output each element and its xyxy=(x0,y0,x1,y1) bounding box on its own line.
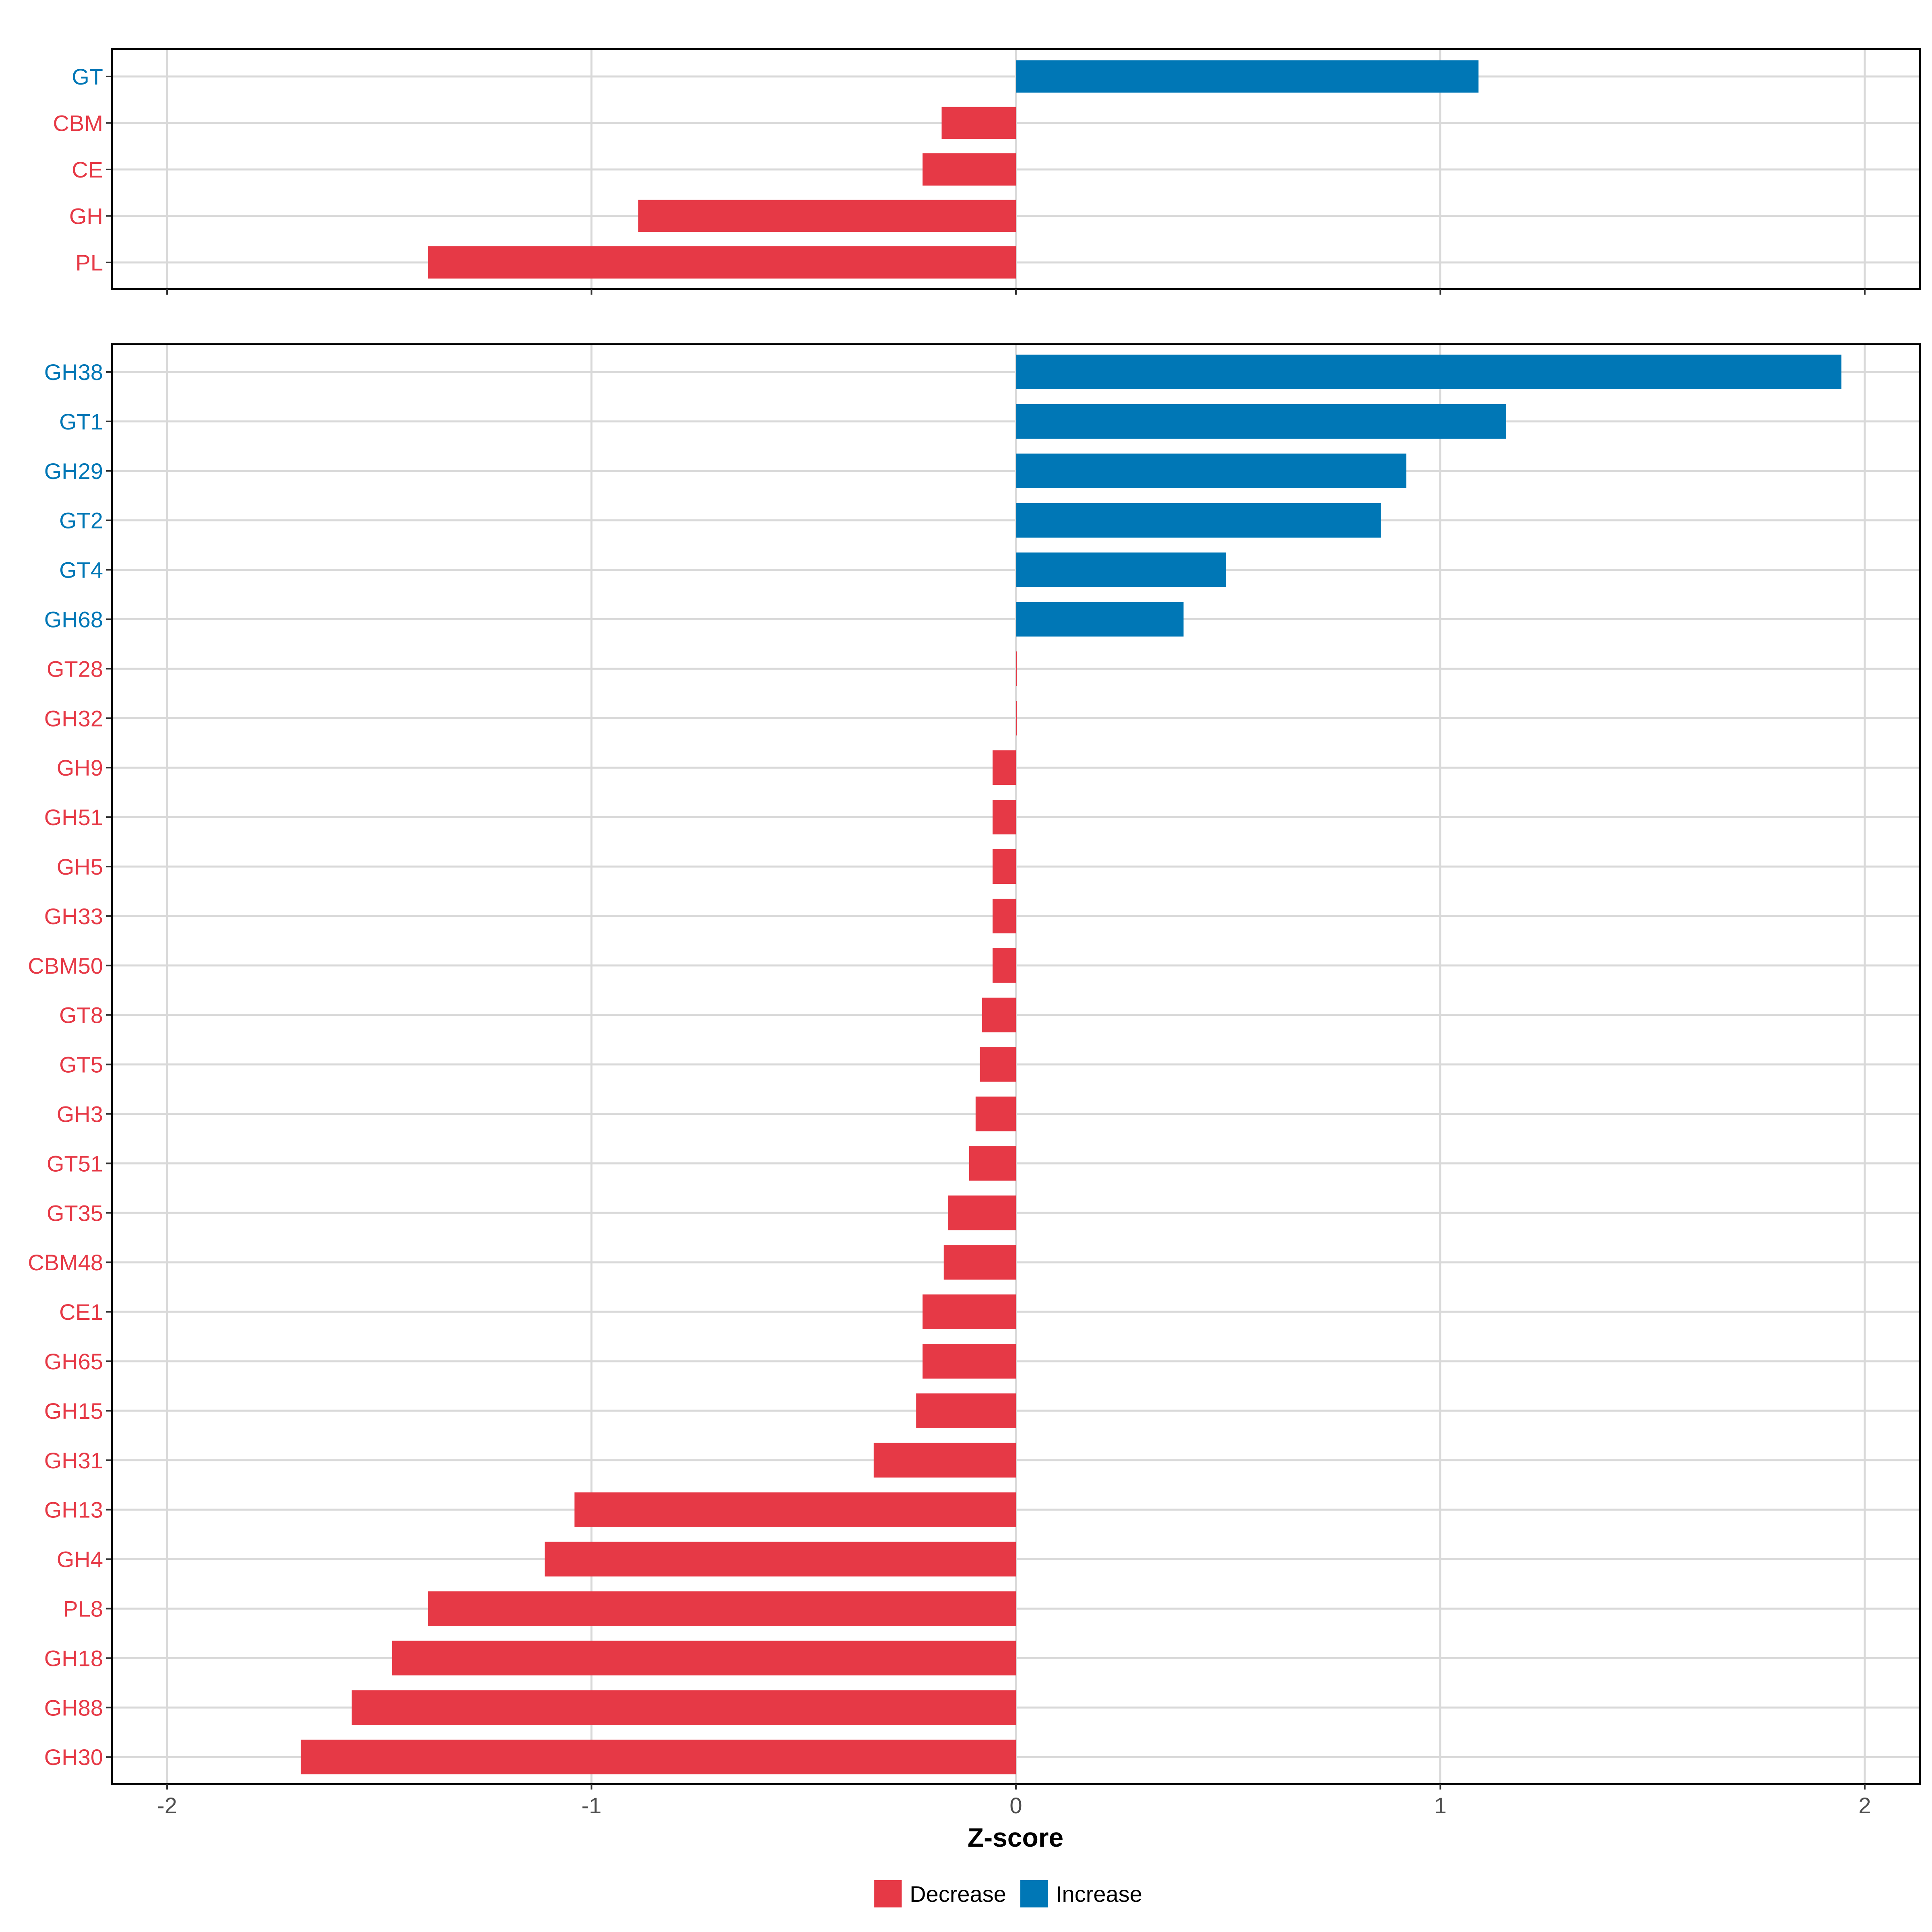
y-tick-label-gt8: GT8 xyxy=(59,1003,103,1028)
x-tick-label: 0 xyxy=(1009,1793,1022,1818)
y-tick-label-cbm50: CBM50 xyxy=(28,953,103,978)
y-tick-label-gt2: GT2 xyxy=(59,508,103,533)
bar-gh4 xyxy=(545,1542,1016,1577)
y-tick-label-gh88: GH88 xyxy=(44,1695,103,1720)
bar-gh32 xyxy=(1016,701,1017,736)
y-tick-label-pl8: PL8 xyxy=(63,1596,103,1622)
bar-cbm xyxy=(941,107,1016,139)
x-tick-label: -1 xyxy=(582,1793,602,1818)
bar-cbm50 xyxy=(993,948,1016,983)
bar-gh31 xyxy=(873,1443,1016,1478)
bar-gt xyxy=(1016,60,1479,93)
y-tick-label-gt1: GT1 xyxy=(59,409,103,434)
y-tick-label-gh: GH xyxy=(69,204,103,229)
y-tick-label-gh38: GH38 xyxy=(44,359,103,385)
y-tick-label-pl: PL xyxy=(76,250,103,275)
y-tick-label-gt4: GT4 xyxy=(59,557,103,583)
bar-gh15 xyxy=(916,1393,1016,1428)
bar-gt28 xyxy=(1016,651,1017,686)
bar-gh29 xyxy=(1016,453,1407,488)
y-tick-label-ce1: CE1 xyxy=(59,1299,103,1325)
bar-gt51 xyxy=(969,1146,1016,1181)
y-tick-label-ce: CE xyxy=(72,157,103,182)
y-tick-label-gh29: GH29 xyxy=(44,458,103,484)
x-tick-label: -2 xyxy=(157,1793,177,1818)
y-tick-label-cbm: CBM xyxy=(53,111,103,136)
y-tick-label-gh13: GH13 xyxy=(44,1497,103,1523)
bar-gt35 xyxy=(948,1195,1016,1230)
bar-ce1 xyxy=(923,1294,1016,1329)
y-tick-label-cbm48: CBM48 xyxy=(28,1250,103,1275)
x-axis-title: Z-score xyxy=(968,1823,1063,1852)
legend: Decrease Increase xyxy=(874,1880,1142,1907)
y-tick-label-gh18: GH18 xyxy=(44,1645,103,1671)
y-tick-label-gt5: GT5 xyxy=(59,1052,103,1077)
y-tick-label-gh4: GH4 xyxy=(57,1547,103,1572)
bar-gh9 xyxy=(993,750,1016,785)
top-panel: GT CBM CE GH PL xyxy=(53,48,1921,295)
y-tick-label-gh65: GH65 xyxy=(44,1349,103,1374)
bar-gh33 xyxy=(993,898,1016,933)
bar-gh3 xyxy=(975,1096,1016,1131)
bar-gh51 xyxy=(993,800,1016,835)
bar-gt5 xyxy=(980,1047,1016,1082)
y-tick-label-gh9: GH9 xyxy=(57,755,103,780)
y-tick-label-gh5: GH5 xyxy=(57,854,103,879)
y-tick-label-gt28: GT28 xyxy=(47,656,103,681)
bottom-panel: GH38 GT1 GH29 GT2 GT4 GH68 GT28 GH32 GH9 GH51 GH5 G… xyxy=(28,343,1921,1790)
bar-ce xyxy=(923,153,1016,186)
y-tick-label-gt: GT xyxy=(72,64,103,89)
x-tick-label: 2 xyxy=(1858,1793,1871,1818)
bar-gh13 xyxy=(574,1492,1016,1527)
legend-swatch-increase xyxy=(1020,1880,1048,1907)
legend-label-increase: Increase xyxy=(1056,1881,1142,1907)
y-tick-label-gh33: GH33 xyxy=(44,904,103,929)
y-tick-label-gh68: GH68 xyxy=(44,607,103,632)
legend-label-decrease: Decrease xyxy=(910,1881,1006,1907)
x-axis: -2 -1 0 1 2 xyxy=(157,1793,1871,1818)
y-tick-label-gh30: GH30 xyxy=(44,1744,103,1770)
bar-gh5 xyxy=(993,849,1016,884)
bar-gh38 xyxy=(1016,355,1841,389)
y-tick-label-gt51: GT51 xyxy=(47,1151,103,1176)
bar-gt1 xyxy=(1016,404,1506,439)
bar-pl8 xyxy=(428,1591,1016,1626)
bar-gt4 xyxy=(1016,552,1226,587)
y-tick-label-gh3: GH3 xyxy=(57,1102,103,1127)
bar-gt2 xyxy=(1016,503,1381,538)
bar-cbm48 xyxy=(943,1245,1016,1280)
bar-gh88 xyxy=(351,1690,1016,1725)
y-tick-label-gh15: GH15 xyxy=(44,1398,103,1424)
bar-gh30 xyxy=(301,1740,1016,1775)
y-tick-label-gh31: GH31 xyxy=(44,1448,103,1473)
bar-gt8 xyxy=(982,997,1016,1032)
x-tick-label: 1 xyxy=(1434,1793,1447,1818)
y-tick-label-gt35: GT35 xyxy=(47,1200,103,1226)
legend-swatch-decrease xyxy=(874,1880,902,1907)
y-tick-label-gh32: GH32 xyxy=(44,706,103,731)
bar-gh68 xyxy=(1016,602,1184,637)
bar-pl xyxy=(428,246,1016,279)
bar-gh18 xyxy=(392,1641,1016,1676)
bar-gh65 xyxy=(923,1344,1016,1379)
y-tick-label-gh51: GH51 xyxy=(44,805,103,830)
bar-gh xyxy=(638,200,1016,232)
